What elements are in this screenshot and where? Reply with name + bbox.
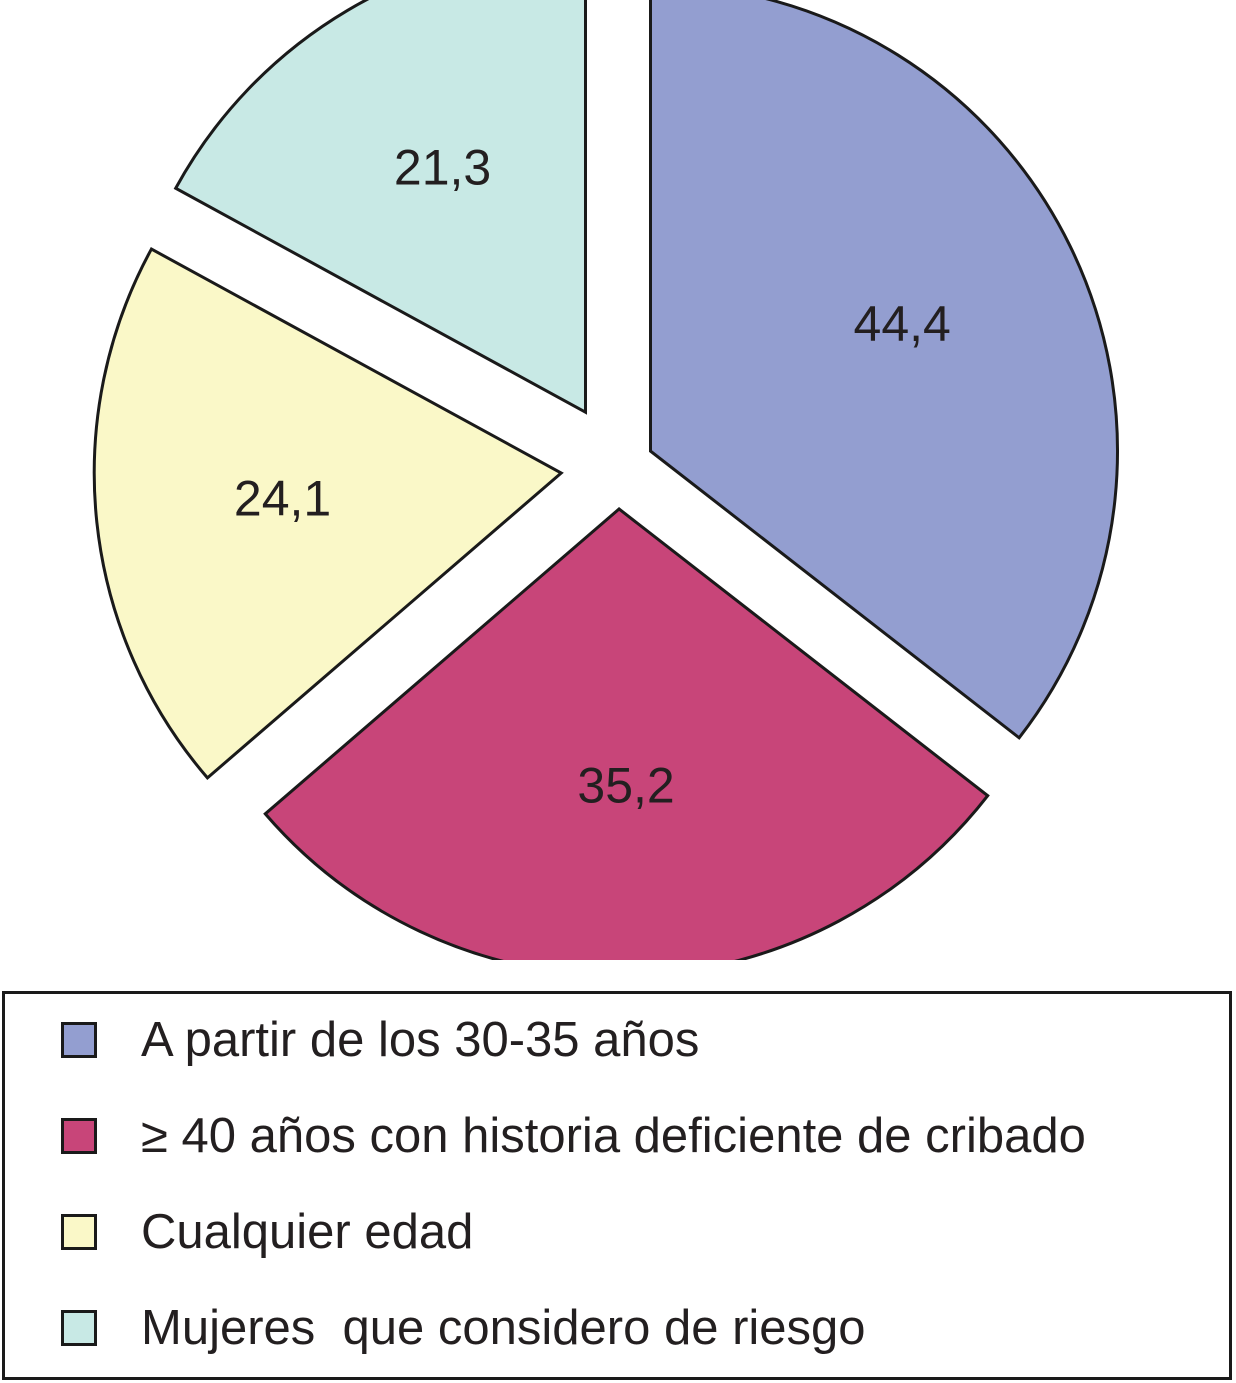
legend-item: A partir de los 30-35 años bbox=[61, 1010, 699, 1070]
legend-label: Cualquier edad bbox=[141, 1204, 474, 1259]
legend: A partir de los 30-35 años ≥ 40 años con… bbox=[2, 991, 1232, 1380]
slice-value-label: 21,3 bbox=[394, 139, 491, 195]
legend-swatch bbox=[61, 1310, 97, 1346]
pie-chart: 44,4 35,2 24,1 21,3 bbox=[92, 0, 1119, 960]
legend-swatch bbox=[61, 1118, 97, 1154]
pie-slice bbox=[173, 0, 587, 415]
legend-label: A partir de los 30-35 años bbox=[141, 1012, 700, 1067]
legend-item: Mujeres que considero de riesgo bbox=[61, 1298, 866, 1358]
pie-slice bbox=[649, 0, 1119, 740]
pie-value-labels: 44,4 35,2 24,1 21,3 bbox=[234, 139, 951, 813]
slice-value-label: 24,1 bbox=[234, 471, 331, 527]
pie-slice bbox=[92, 247, 564, 780]
legend-label: ≥ 40 años con historia deficiente de cri… bbox=[141, 1108, 1086, 1163]
pie-slice bbox=[263, 507, 990, 960]
slice-value-label: 44,4 bbox=[854, 296, 951, 352]
legend-item: Cualquier edad bbox=[61, 1202, 473, 1262]
legend-swatch bbox=[61, 1022, 97, 1058]
pie-slices bbox=[92, 0, 1119, 960]
legend-label: Mujeres que considero de riesgo bbox=[141, 1300, 866, 1355]
legend-item: ≥ 40 años con historia deficiente de cri… bbox=[61, 1106, 1086, 1166]
pie-chart-svg: 44,4 35,2 24,1 21,3 bbox=[92, 0, 1119, 960]
slice-value-label: 35,2 bbox=[577, 757, 674, 813]
legend-swatch bbox=[61, 1214, 97, 1250]
